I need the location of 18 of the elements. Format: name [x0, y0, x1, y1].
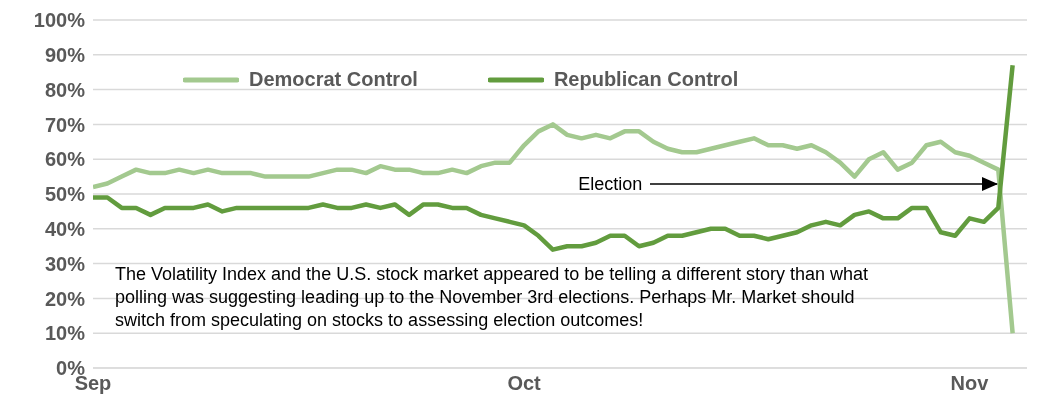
legend-label: Republican Control	[553, 68, 739, 91]
y-tick-label: 30%	[44, 252, 86, 275]
line-series	[93, 122, 1015, 336]
y-tick-label: 70%	[44, 113, 86, 136]
line-series	[93, 62, 1015, 252]
y-tick-label: 10%	[44, 322, 86, 345]
legend-label: Democrat Control	[249, 68, 418, 91]
y-tick-label: 100%	[33, 9, 86, 32]
y-tick-label: 60%	[44, 148, 86, 171]
y-tick-label: 50%	[44, 183, 86, 206]
y-tick-label: 40%	[44, 217, 86, 240]
y-tick-label: 80%	[44, 78, 86, 101]
x-tick-label: Oct	[507, 372, 542, 395]
x-tick-label: Nov	[950, 372, 990, 395]
y-tick-label: 90%	[44, 43, 86, 66]
annotation: Election	[578, 172, 643, 195]
y-tick-label: 20%	[44, 287, 86, 310]
annotation: The Volatility Index and the U.S. stock market appeared to be telling a different story than what polling was suggesting leading up to the November 3rd elections. Perhaps Mr. Market should switch from speculating on stocks to assessing election outcomes!	[115, 263, 870, 332]
